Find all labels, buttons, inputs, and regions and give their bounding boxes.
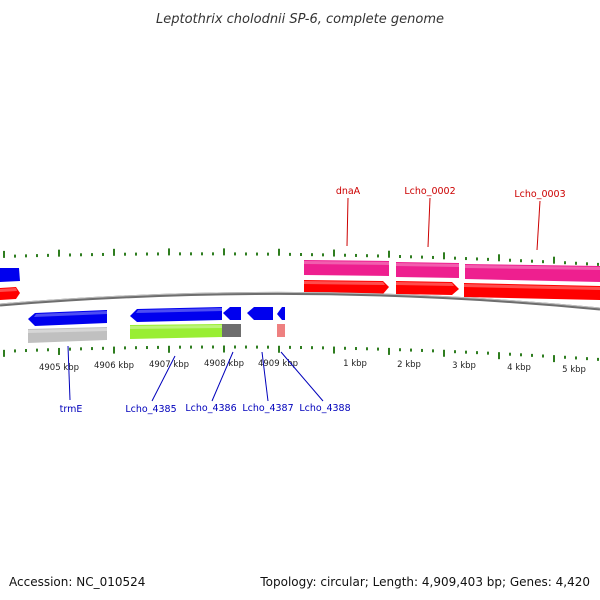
cds-arrow-dnaA[interactable] (304, 280, 389, 294)
gene-label-lcho-0002[interactable]: Lcho_0002 (404, 186, 455, 197)
gene-label-lcho-4388[interactable]: Lcho_4388 (299, 403, 350, 414)
cds-arrow-lcho-4385[interactable] (130, 307, 222, 322)
tick-label-2-kbp: 2 kbp (397, 360, 421, 370)
outer-tick-marks (3, 248, 599, 266)
gene-label-lcho-4386[interactable]: Lcho_4386 (185, 403, 236, 414)
cds-arrow-left-edge[interactable] (0, 287, 20, 300)
gene-label-lcho-0003[interactable]: Lcho_0003 (514, 189, 565, 200)
reverse-gene-features (28, 324, 285, 343)
cds-arrow-lcho-0003[interactable] (464, 283, 600, 300)
reverse-gene-labels: trmE Lcho_4385 Lcho_4386 Lcho_4387 Lcho_… (60, 345, 351, 415)
tick-label-4905-kbp: 4905 kbp (39, 363, 79, 373)
gene-feature-dnaA[interactable] (304, 260, 389, 276)
gene-label-trmE[interactable]: trmE (60, 404, 83, 415)
gene-feature-lcho-0003[interactable] (465, 264, 600, 282)
tick-label-4-kbp: 4 kbp (507, 363, 531, 373)
cds-arrow-left-edge-top[interactable] (0, 268, 20, 282)
gene-feature-lcho-0002[interactable] (396, 262, 459, 278)
gene-feature-trmE[interactable] (28, 327, 107, 343)
genome-summary-text: Topology: circular; Length: 4,909,403 bp… (259, 575, 590, 589)
scale-labels: 4905 kbp 4906 kbp 4907 kbp 4908 kbp 4909… (39, 359, 586, 375)
tick-label-1-kbp: 1 kbp (343, 359, 367, 369)
gene-feature-lcho-4385[interactable] (130, 324, 222, 339)
genome-backbone (0, 291, 600, 311)
forward-gene-features (304, 260, 600, 282)
gene-feature-lcho-4386[interactable] (222, 324, 241, 337)
gene-label-lcho-4385[interactable]: Lcho_4385 (125, 404, 176, 415)
forward-gene-labels: dnaA Lcho_0002 Lcho_0003 (336, 186, 566, 251)
cds-arrow-lcho-4386[interactable] (223, 307, 241, 320)
tick-label-4908-kbp: 4908 kbp (204, 359, 244, 369)
tick-label-5-kbp: 5 kbp (562, 365, 586, 375)
tick-label-4906-kbp: 4906 kbp (94, 361, 134, 371)
tick-label-3-kbp: 3 kbp (452, 361, 476, 371)
map-title: Leptothrix cholodnii SP-6, complete geno… (156, 12, 444, 27)
gene-label-lcho-4387[interactable]: Lcho_4387 (242, 403, 293, 414)
tick-label-4907-kbp: 4907 kbp (149, 360, 189, 370)
forward-cds-features (0, 268, 600, 300)
cds-arrow-lcho-0002[interactable] (396, 281, 459, 295)
cds-arrow-lcho-4388[interactable] (277, 307, 285, 320)
tick-label-4909-kbp: 4909 kbp (258, 359, 298, 369)
cds-arrow-lcho-4387[interactable] (247, 307, 273, 320)
inner-tick-marks (3, 345, 599, 363)
gene-label-dnaA[interactable]: dnaA (336, 186, 361, 197)
cds-arrow-trmE[interactable] (28, 310, 107, 326)
gene-feature-lcho-4388[interactable] (277, 324, 285, 337)
reverse-cds-features (28, 307, 285, 326)
accession-text: Accession: NC_010524 (9, 575, 145, 589)
